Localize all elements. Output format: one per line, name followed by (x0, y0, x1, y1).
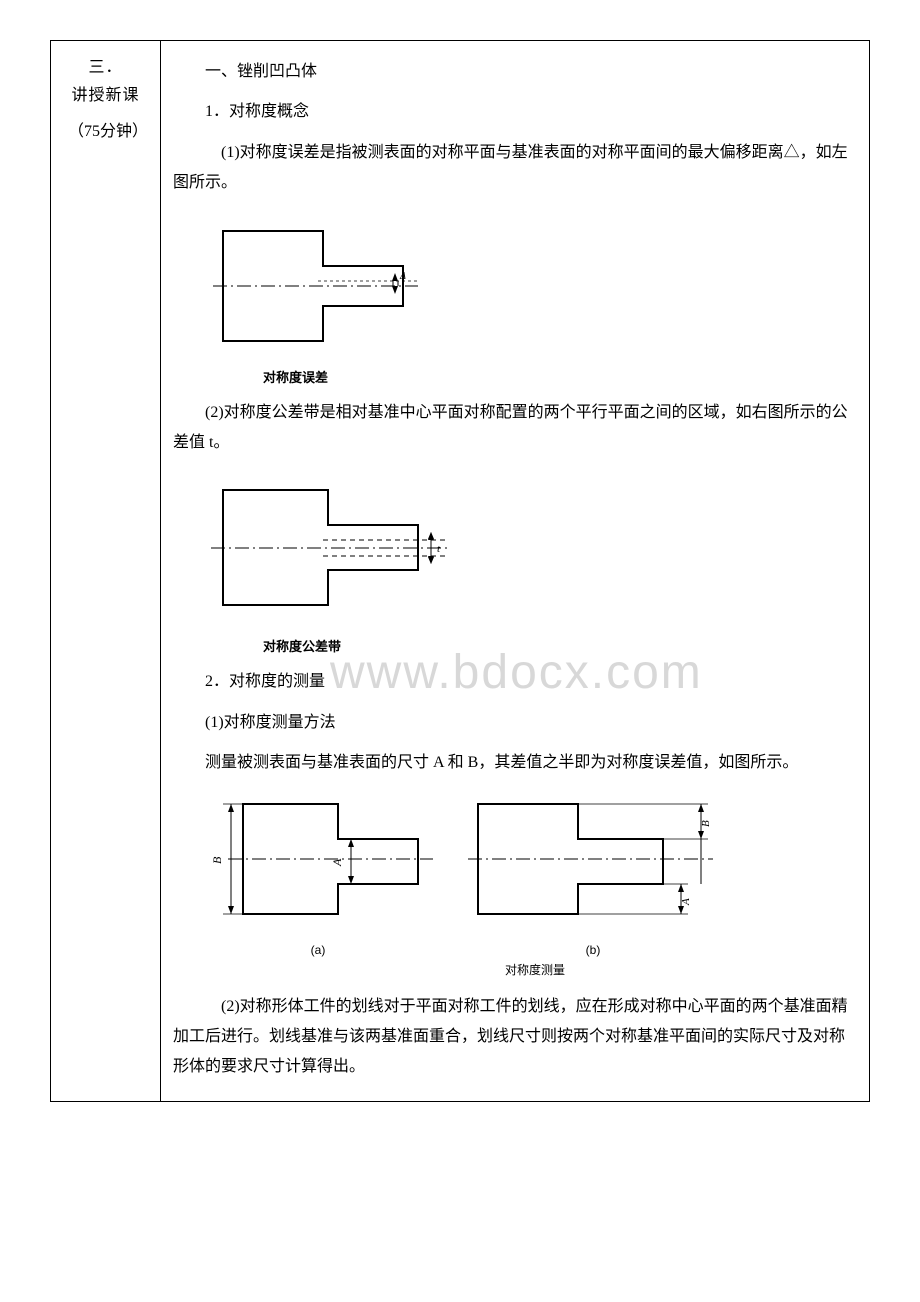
figure-1-svg: Δ (203, 211, 433, 361)
figure-3a-label: (a) (193, 943, 443, 957)
figure-2: t 对称度公差带 (203, 470, 857, 655)
page-wrapper: www.bdocx.com 三． 讲授新课 （75分钟） 一、锉削凹凸体 1．对… (50, 40, 870, 1102)
heading-1: 一、锉削凹凸体 (173, 57, 857, 87)
figure-3a: B A (a) (193, 789, 443, 957)
document-table: 三． 讲授新课 （75分钟） 一、锉削凹凸体 1．对称度概念 (1)对称度误差是… (50, 40, 870, 1102)
para-2-3: (2)对称形体工件的划线对于平面对称工件的划线，应在形成对称中心平面的两个基准面… (173, 992, 857, 1083)
figure-3b: B A (b) (463, 789, 723, 957)
section-title: 讲授新课 (63, 81, 148, 105)
para-2-2: 测量被测表面与基准表面的尺寸 A 和 B，其差值之半即为对称度误差值，如图所示。 (173, 748, 857, 778)
subheading-2: 2．对称度的测量 (173, 667, 857, 697)
svg-text:Δ: Δ (399, 271, 406, 282)
figure-3: B A (a) (193, 789, 857, 957)
svg-text:A: A (330, 858, 344, 867)
figure-2-caption: 对称度公差带 (263, 636, 857, 655)
sidebar-cell: 三． 讲授新课 （75分钟） (51, 41, 161, 1102)
svg-text:A: A (680, 898, 692, 906)
para-2-1: (1)对称度测量方法 (173, 708, 857, 738)
figure-3b-label: (b) (463, 943, 723, 957)
figure-3b-svg: B A (463, 789, 723, 939)
para-1-2: (2)对称度公差带是相对基准中心平面对称配置的两个平行平面之间的区域，如右图所示… (173, 398, 857, 459)
section-number: 三． (63, 53, 148, 77)
figure-1: Δ 对称度误差 (203, 211, 857, 386)
figure-1-caption: 对称度误差 (263, 367, 857, 386)
subheading-1: 1．对称度概念 (173, 97, 857, 127)
section-duration: （75分钟） (63, 117, 148, 141)
figure-3-caption: 对称度测量 (213, 961, 857, 978)
svg-text:B: B (210, 856, 224, 864)
para-1-1: (1)对称度误差是指被测表面的对称平面与基准表面的对称平面间的最大偏移距离△，如… (173, 138, 857, 199)
figure-2-svg: t (203, 470, 463, 630)
svg-text:t: t (437, 543, 441, 555)
svg-text:B: B (700, 820, 712, 827)
figure-3a-svg: B A (193, 789, 443, 939)
content-cell: 一、锉削凹凸体 1．对称度概念 (1)对称度误差是指被测表面的对称平面与基准表面… (161, 41, 870, 1102)
